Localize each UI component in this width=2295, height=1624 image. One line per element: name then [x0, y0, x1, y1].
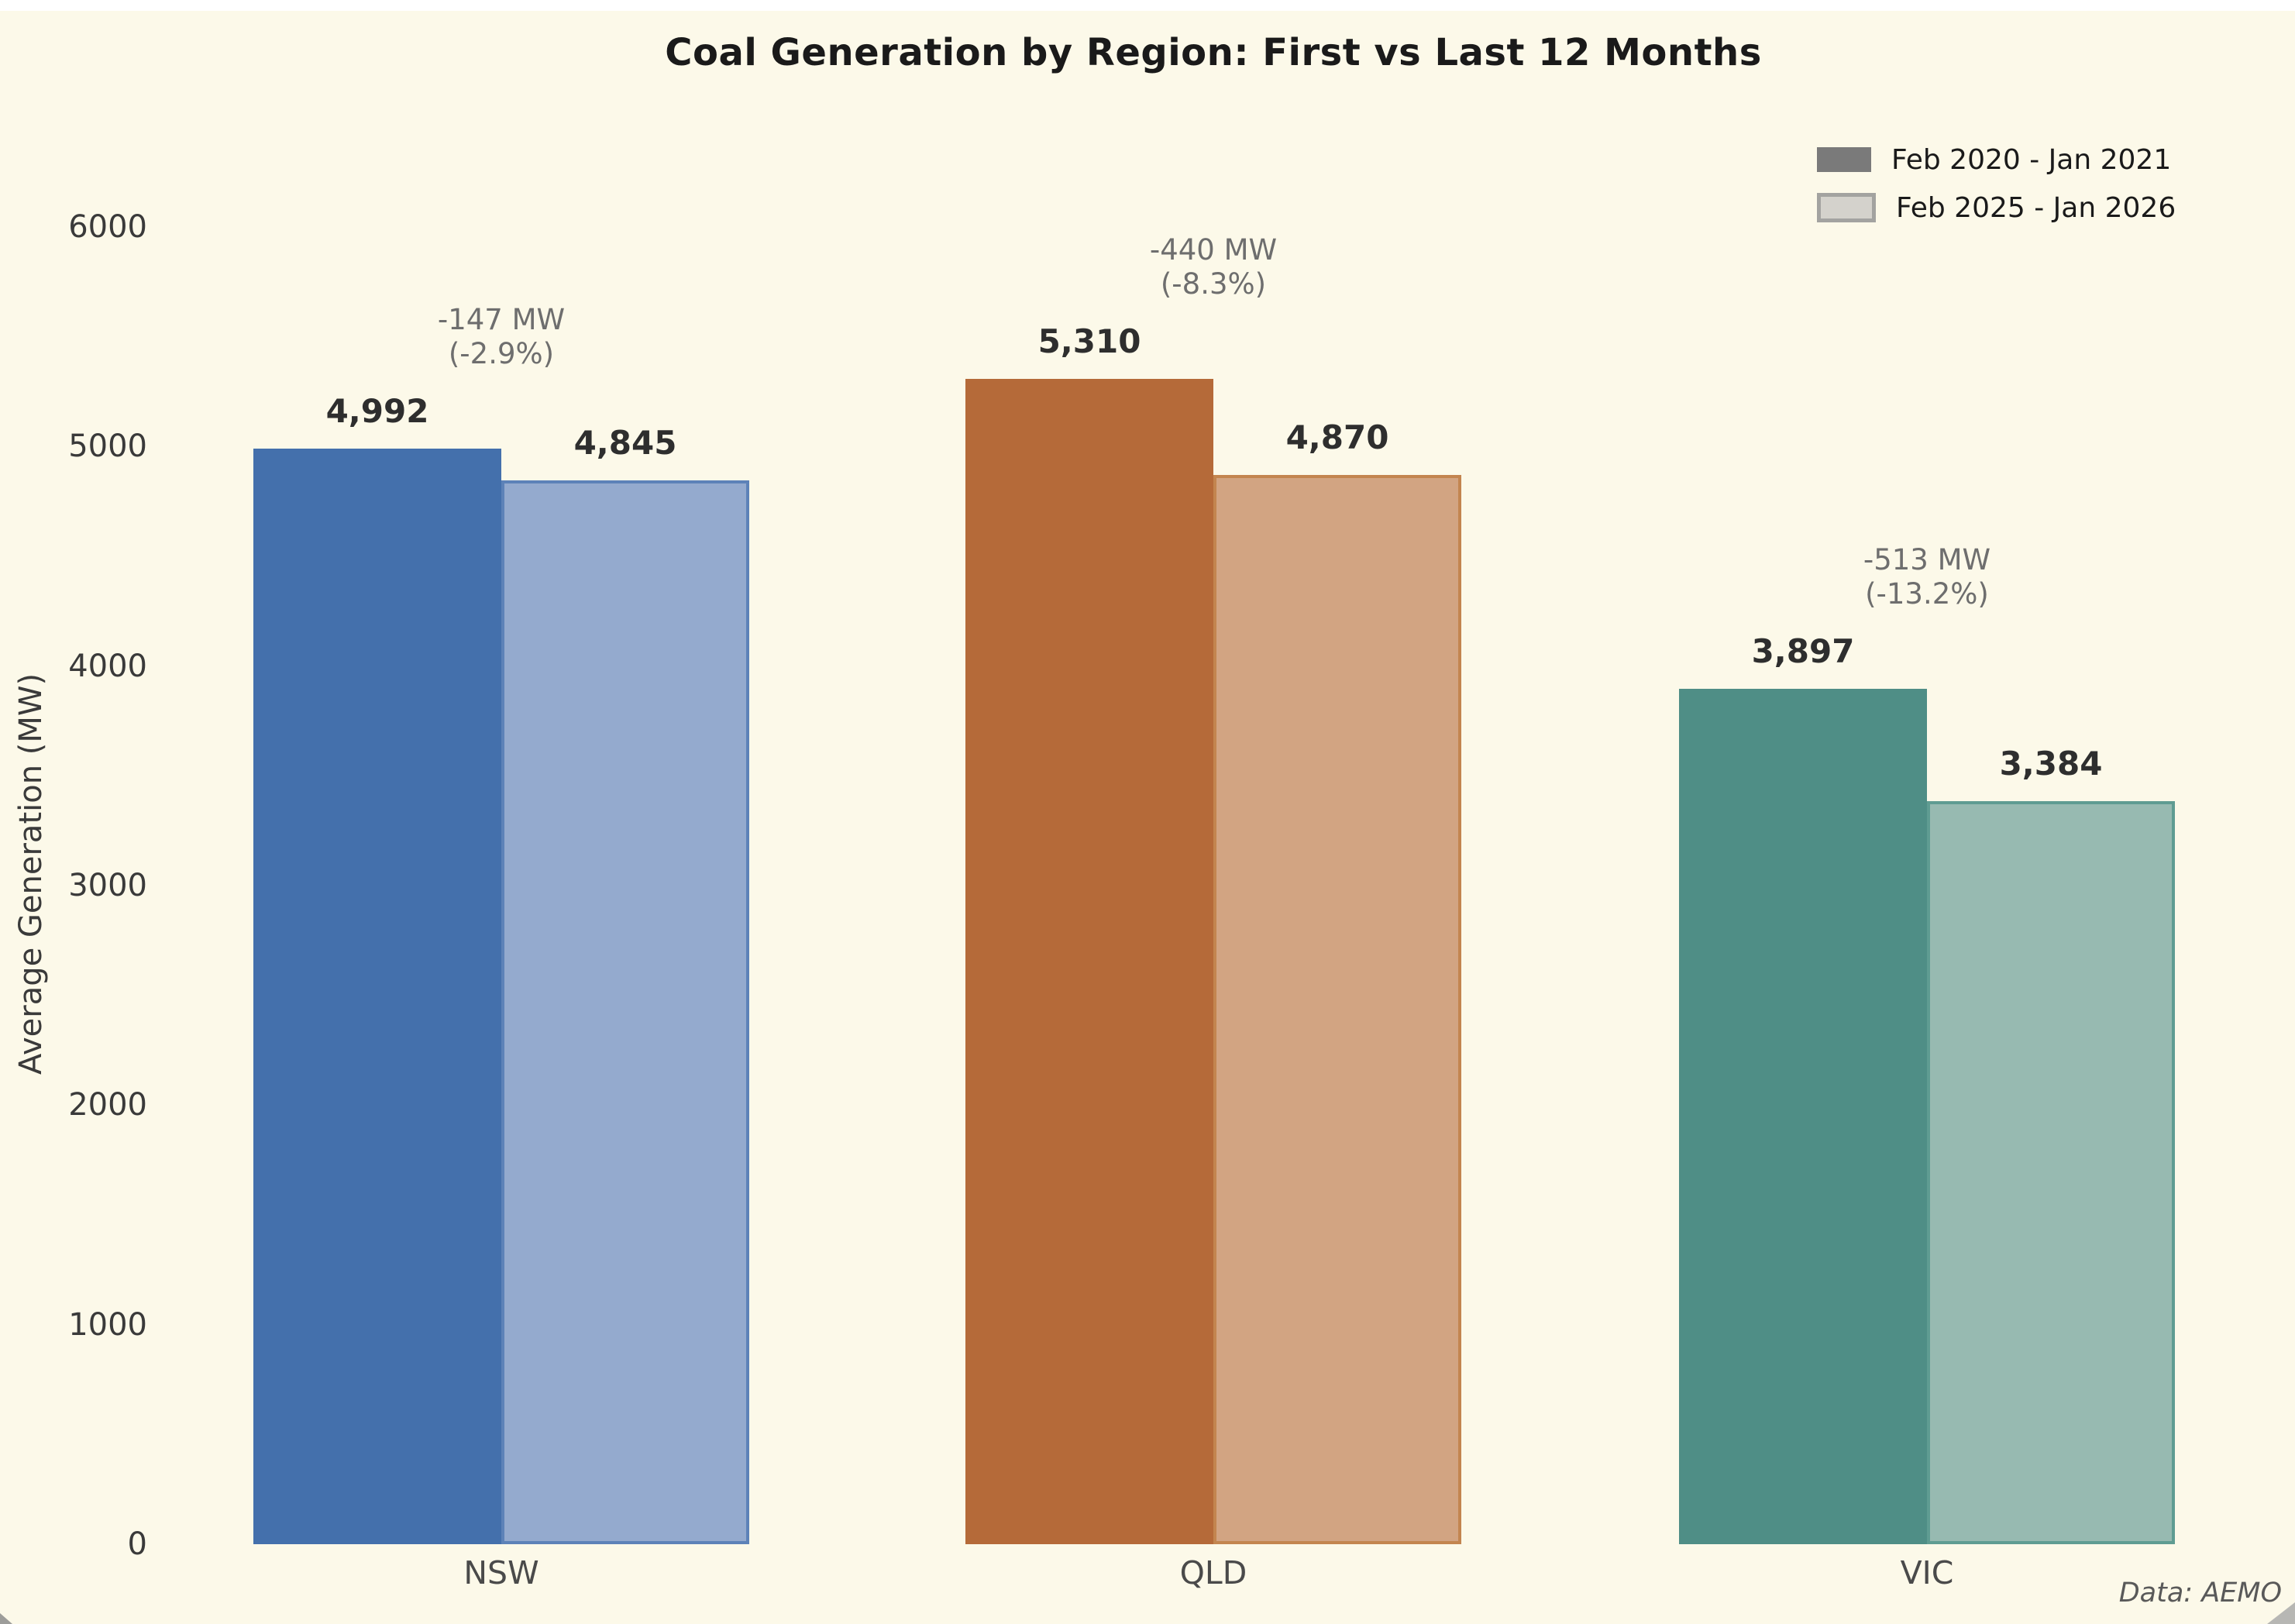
legend-label-last-period: Feb 2025 - Jan 2026	[1896, 191, 2176, 224]
legend: Feb 2020 - Jan 2021 Feb 2025 - Jan 2026	[1817, 136, 2176, 232]
x-tick-label-qld: QLD	[1179, 1554, 1247, 1591]
y-tick-label: 1000	[68, 1306, 147, 1343]
bar-value-label-qld-period2: 4,870	[1285, 418, 1389, 457]
y-tick-label: 6000	[68, 209, 147, 245]
delta-annotation-nsw: -147 MW (-2.9%)	[438, 303, 565, 371]
y-tick-label: 0	[127, 1526, 147, 1562]
y-tick-label: 3000	[68, 868, 147, 903]
legend-item-last-period: Feb 2025 - Jan 2026	[1817, 184, 2176, 232]
bar-nsw-period2	[501, 480, 749, 1544]
bar-qld-period2	[1213, 475, 1461, 1544]
y-tick-label: 5000	[68, 428, 147, 465]
bar-value-label-vic-period1: 3,897	[1751, 631, 1855, 670]
delta-mw-text: -440 MW	[1149, 232, 1278, 267]
resize-grip-bottom-right-icon	[2267, 1602, 2295, 1624]
legend-swatch-outlined-icon	[1817, 193, 1876, 222]
y-tick-label: 2000	[68, 1087, 147, 1123]
delta-annotation-qld: -440 MW (-8.3%)	[1150, 233, 1277, 301]
x-tick-label-nsw: NSW	[463, 1554, 539, 1591]
delta-mw-text: -147 MW	[437, 302, 566, 336]
top-white-band	[0, 0, 2295, 11]
bar-value-label-nsw-period2: 4,845	[573, 424, 677, 463]
bar-nsw-period1	[253, 448, 501, 1544]
delta-pct-text: (-13.2%)	[1865, 576, 1989, 611]
data-source-note: Data: AEMO	[2118, 1578, 2282, 1609]
legend-item-first-period: Feb 2020 - Jan 2021	[1817, 136, 2176, 184]
resize-grip-bottom-left-icon	[0, 1613, 12, 1624]
delta-annotation-vic: -513 MW (-13.2%)	[1863, 543, 1990, 611]
bar-vic-period1	[1679, 688, 1927, 1544]
legend-label-first-period: Feb 2020 - Jan 2021	[1891, 143, 2172, 176]
x-tick-label-vic: VIC	[1900, 1554, 1954, 1591]
bar-value-label-qld-period1: 5,310	[1037, 322, 1141, 360]
y-tick-label: 4000	[68, 648, 147, 684]
bar-vic-period2	[1927, 801, 2175, 1544]
bar-value-label-vic-period2: 3,384	[1999, 745, 2103, 783]
delta-mw-text: -513 MW	[1863, 542, 1991, 576]
bar-qld-period1	[965, 378, 1213, 1544]
delta-pct-text: (-2.9%)	[448, 336, 555, 370]
chart-title: Coal Generation by Region: First vs Last…	[665, 31, 1762, 74]
legend-swatch-solid-icon	[1817, 147, 1871, 172]
bar-value-label-nsw-period1: 4,992	[325, 391, 429, 430]
delta-pct-text: (-8.3%)	[1160, 267, 1267, 301]
